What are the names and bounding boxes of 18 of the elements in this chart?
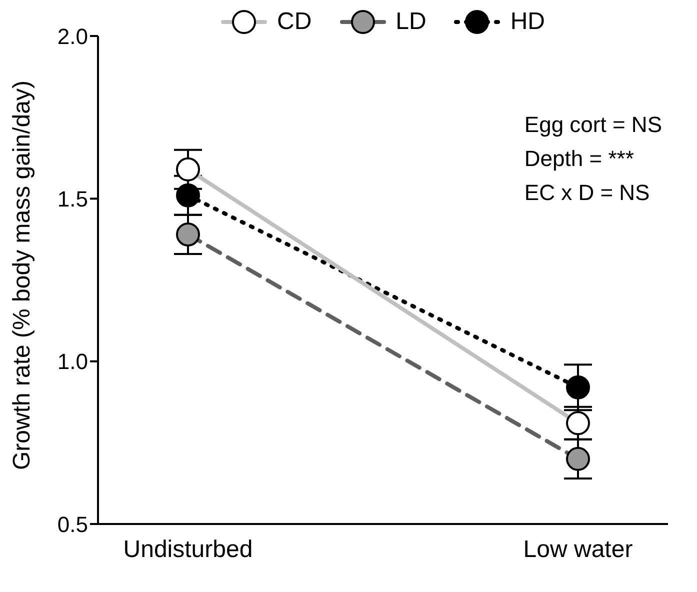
point [566, 446, 590, 471]
y-tick-label: 1.5 [57, 186, 88, 212]
point [176, 222, 200, 246]
y-tick-label: 1.0 [57, 349, 88, 374]
legend-label: LD [396, 8, 426, 36]
annotation: Depth = *** [524, 145, 635, 173]
annotation: EC x D = NS [524, 179, 651, 207]
x-tick-label: Low water [523, 536, 633, 564]
legend-label: HD [510, 8, 546, 36]
legend-label: CD [276, 8, 312, 36]
y-tick-label: 0.5 [57, 512, 88, 537]
y-axis-title: Growth rate (% body mass gain/day) [8, 80, 36, 470]
point [176, 157, 200, 182]
annotation: Egg cort = NS [524, 111, 662, 139]
point [176, 183, 200, 208]
y-tick-label: 2.0 [57, 24, 88, 49]
x-tick-label: Undisturbed [123, 536, 253, 564]
point [566, 375, 590, 400]
